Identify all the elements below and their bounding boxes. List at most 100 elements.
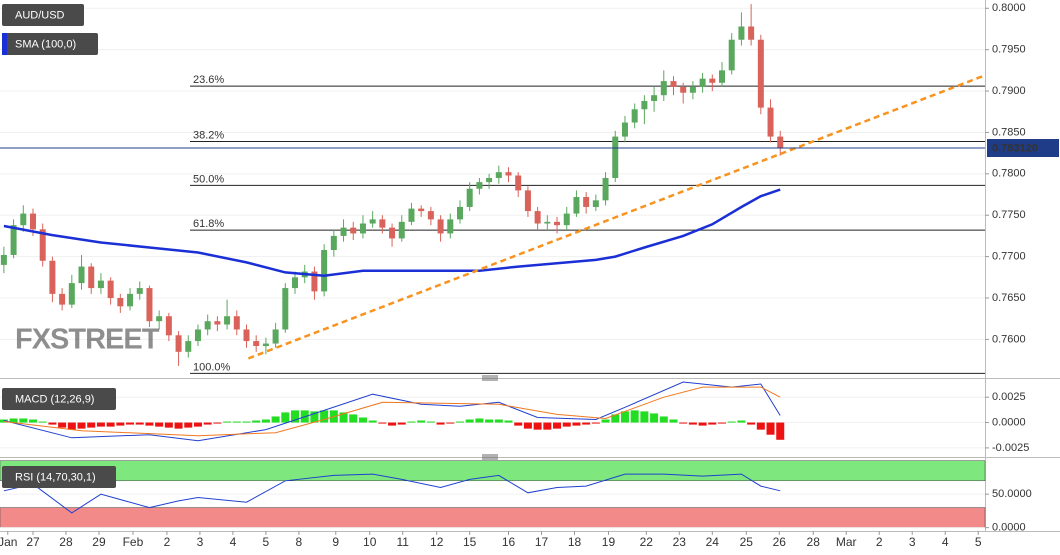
indicator-line [3,381,781,442]
histogram-bar [9,418,18,423]
histogram-bar [378,422,387,424]
candle-body [204,321,211,330]
symbol-title: AUD/USD [15,9,65,21]
candle-body [612,136,619,178]
histogram-bar [116,422,125,426]
candle-body [660,81,667,96]
histogram-bar [669,419,678,423]
y-tick-label: 0.7600 [992,333,1026,345]
x-tick-label: 28 [59,535,73,549]
histogram-bar [67,422,76,430]
histogram-bar [252,420,261,423]
candle-body [427,211,434,220]
histogram-bar [232,421,241,423]
x-tick-label: 2 [164,535,171,549]
histogram-bar [533,422,542,430]
candle-body [379,219,386,228]
candle-body [641,100,648,110]
x-tick-label: 22 [640,535,654,549]
histogram-bar [261,419,270,423]
histogram-bar [126,422,135,425]
candle-body [777,136,784,149]
x-tick-label: 12 [430,535,444,549]
histogram-bar [455,421,464,423]
histogram-bar [164,422,173,428]
candle-body [709,78,716,83]
candle-body [146,288,153,322]
histogram-bar [485,419,494,423]
x-tick-label: 24 [706,535,720,549]
candle-body [282,288,289,330]
histogram-bar [756,422,765,430]
histogram-bar [281,412,290,423]
histogram-bar [38,421,47,423]
candle-body [175,335,182,352]
histogram-bar [193,422,202,427]
last-price-label: 0.783120 [992,142,1038,154]
candle-body [689,86,696,93]
histogram-bar [417,420,426,423]
y-tick-label: 0.7800 [992,168,1026,180]
y-tick-label: 0.7700 [992,251,1026,263]
candle-body [544,221,551,224]
x-tick-label: Mar [836,535,857,549]
x-tick-label: 28 [807,535,821,549]
candle-body [194,329,201,342]
candle-body [39,229,46,261]
macd-tag[interactable]: MACD (12,26,9) [2,388,116,410]
candle-body [719,70,726,83]
histogram-bar [174,422,183,429]
histogram-bar [339,412,348,423]
histogram-bar [688,422,697,425]
candle-body [389,227,396,239]
x-tick-label: 19 [602,535,616,549]
y-tick-label: 0.0025 [992,391,1026,403]
symbol-tag[interactable]: AUD/USD [2,4,84,26]
x-tick-label: 5 [975,535,982,549]
candle-body [486,177,493,183]
y-tick-label: 0.0000 [992,522,1026,534]
x-tick-label: Feb [123,535,144,549]
histogram-bar [436,422,445,425]
resize-handle[interactable] [482,375,498,381]
x-tick-label: 8 [296,535,303,549]
candle-body [78,266,85,284]
candle-body [495,172,502,178]
rsi-line [3,473,781,514]
indicator-line [3,386,781,437]
candle-body [214,321,221,325]
sma-tag[interactable]: SMA (100,0) [2,33,98,55]
candle-body [262,343,269,347]
candle-body [573,197,580,214]
candle-body [224,316,231,325]
candle-body [350,227,357,234]
histogram-bar [446,422,455,424]
resize-handle[interactable] [482,454,498,460]
rsi-title: RSI (14,70,30,1) [15,471,96,483]
candle-body [563,213,570,226]
histogram-bar [184,422,193,428]
histogram-bar [514,422,523,426]
histogram-bar [310,411,319,423]
histogram-bar [145,422,154,426]
histogram-bar [155,422,164,427]
histogram-bar [523,422,532,429]
rsi-tag[interactable]: RSI (14,70,30,1) [2,466,116,488]
candle-body [272,329,279,344]
histogram-bar [19,418,28,423]
histogram-bar [58,422,67,428]
x-tick-label: 17 [535,535,549,549]
x-tick-label: Jan [0,535,17,549]
candle-body [311,271,318,292]
histogram-bar [776,422,785,440]
candle-body [359,223,366,234]
histogram-bar [543,422,552,430]
histogram-bar [426,421,435,423]
histogram-bar [747,422,756,425]
histogram-bar [679,422,688,424]
last-price-box [987,139,1059,158]
x-tick-label: 16 [502,535,516,549]
candle-body [340,227,347,236]
histogram-bar [0,419,8,423]
